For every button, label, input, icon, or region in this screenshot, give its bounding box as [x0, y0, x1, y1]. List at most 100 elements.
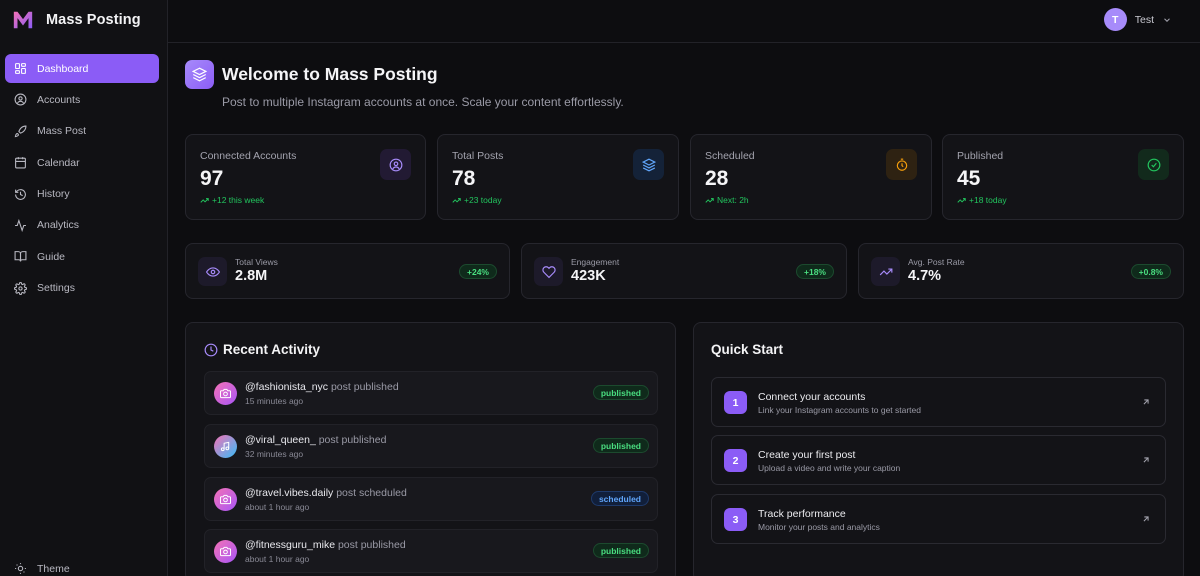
- quick-start-step-create-post[interactable]: 2 Create your first post Upload a video …: [711, 435, 1166, 485]
- sidebar-item-analytics[interactable]: Analytics: [5, 211, 159, 240]
- trending-up-icon: [452, 197, 461, 203]
- step-description: Monitor your posts and analytics: [758, 522, 880, 532]
- stat-card-total-posts: Total Posts 78 +23 today: [437, 134, 679, 220]
- step-title: Connect your accounts: [758, 391, 866, 403]
- metric-change-badge: +0.8%: [1130, 264, 1171, 279]
- recent-activity-panel: Recent Activity @fashionista_nyc post pu…: [185, 322, 676, 576]
- sidebar-nav: Dashboard Accounts Mass Post Calendar Hi…: [5, 54, 159, 305]
- eye-icon: [198, 257, 227, 286]
- theme-toggle[interactable]: Theme: [14, 562, 70, 575]
- quick-start-step-track[interactable]: 3 Track performance Monitor your posts a…: [711, 494, 1166, 544]
- stat-card-connected-accounts: Connected Accounts 97 +12 this week: [185, 134, 426, 220]
- sidebar-item-settings[interactable]: Settings: [5, 274, 159, 303]
- topbar: T Test: [168, 0, 1200, 43]
- stat-value: 97: [200, 167, 224, 190]
- sidebar-item-label: Calendar: [37, 156, 80, 169]
- check-circle-icon: [1138, 149, 1169, 180]
- sun-icon: [15, 563, 26, 574]
- sidebar: Mass Posting Dashboard Accounts Mass Pos…: [0, 0, 168, 576]
- activity-text: @viral_queen_ post published: [245, 434, 387, 446]
- step-description: Link your Instagram accounts to get star…: [758, 405, 922, 415]
- quick-start-panel: Quick Start 1 Connect your accounts Link…: [693, 322, 1184, 576]
- list-item[interactable]: @viral_queen_ post published 32 minutes …: [204, 424, 658, 468]
- page-subtitle: Post to multiple Instagram accounts at o…: [222, 95, 624, 109]
- layers-icon: [633, 149, 664, 180]
- metric-change-badge: +24%: [459, 264, 497, 279]
- sidebar-item-history[interactable]: History: [5, 180, 159, 209]
- activity-time: 15 minutes ago: [245, 396, 304, 406]
- quick-start-step-connect[interactable]: 1 Connect your accounts Link your Instag…: [711, 377, 1166, 427]
- sidebar-item-label: Mass Post: [37, 125, 87, 138]
- sidebar-item-dashboard[interactable]: Dashboard: [5, 54, 159, 83]
- metric-card-total-views: Total Views 2.8M +24%: [185, 243, 510, 299]
- arrow-up-right-icon: [1143, 457, 1149, 463]
- status-badge: scheduled: [590, 491, 649, 506]
- sidebar-item-label: Accounts: [37, 93, 81, 106]
- gear-icon: [14, 281, 27, 295]
- step-title: Track performance: [758, 508, 846, 520]
- dashboard-icon: [15, 63, 26, 74]
- brand[interactable]: Mass Posting: [12, 8, 141, 32]
- metric-value: 2.8M: [235, 268, 268, 284]
- activity-time: 32 minutes ago: [245, 449, 304, 459]
- quick-start-title: Quick Start: [711, 342, 784, 357]
- metric-card-avg-post-rate: Avg. Post Rate 4.7% +0.8%: [858, 243, 1184, 299]
- metric-value: 423K: [571, 268, 606, 284]
- arrow-up-right-icon: [1143, 516, 1149, 522]
- activity-text: @fashionista_nyc post published: [245, 381, 399, 393]
- brand-name: Mass Posting: [46, 12, 141, 28]
- stat-card-scheduled: Scheduled 28 Next: 2h: [690, 134, 932, 220]
- stat-delta: Next: 2h: [705, 195, 749, 205]
- step-number: 1: [724, 391, 747, 414]
- status-badge: published: [592, 543, 649, 558]
- list-item[interactable]: @travel.vibes.daily post scheduled about…: [204, 477, 658, 521]
- stat-value: 78: [452, 167, 476, 190]
- heart-icon: [534, 257, 563, 286]
- metric-label: Total Views: [235, 257, 278, 267]
- sidebar-item-label: Analytics: [37, 219, 80, 232]
- stat-delta: +12 this week: [200, 195, 264, 205]
- activity-time: about 1 hour ago: [245, 554, 310, 564]
- trending-up-icon: [705, 197, 714, 203]
- logo-icon: [13, 11, 33, 29]
- stat-value: 45: [957, 167, 981, 190]
- stat-value: 28: [705, 167, 729, 190]
- step-title: Create your first post: [758, 449, 856, 461]
- step-number: 2: [724, 449, 747, 472]
- activity-icon: [15, 218, 26, 232]
- timer-icon: [886, 149, 917, 180]
- sidebar-item-mass-post[interactable]: Mass Post: [5, 117, 159, 146]
- user-menu[interactable]: T Test: [1103, 8, 1172, 31]
- layers-icon: [185, 60, 214, 89]
- recent-activity-title: Recent Activity: [223, 342, 321, 357]
- list-item[interactable]: @fitnessguru_mike post published about 1…: [204, 529, 658, 573]
- avatar: T: [1103, 8, 1127, 31]
- activity-time: about 1 hour ago: [245, 502, 310, 512]
- page-title: Welcome to Mass Posting: [222, 64, 438, 84]
- list-item[interactable]: @fashionista_nyc post published 15 minut…: [204, 371, 658, 415]
- stat-delta: +23 today: [452, 195, 502, 205]
- sidebar-item-calendar[interactable]: Calendar: [5, 148, 159, 177]
- user-circle-icon: [380, 149, 411, 180]
- stat-label: Published: [957, 150, 1004, 162]
- trending-up-icon: [200, 197, 209, 203]
- user-circle-icon: [14, 93, 27, 106]
- stat-delta: +18 today: [957, 195, 1007, 205]
- sidebar-item-accounts[interactable]: Accounts: [5, 85, 159, 114]
- stat-label: Total Posts: [452, 150, 504, 162]
- chevron-down-icon: [1164, 17, 1170, 22]
- calendar-icon: [15, 157, 26, 169]
- step-number: 3: [724, 508, 747, 531]
- sidebar-item-guide[interactable]: Guide: [5, 242, 159, 271]
- metric-change-badge: +18%: [796, 264, 834, 279]
- sidebar-item-label: Guide: [37, 250, 66, 263]
- camera-icon: [214, 382, 237, 405]
- status-badge: published: [592, 438, 649, 453]
- status-badge: published: [592, 385, 649, 400]
- metric-label: Avg. Post Rate: [908, 257, 965, 267]
- stat-card-published: Published 45 +18 today: [942, 134, 1184, 220]
- clock-icon: [204, 343, 218, 357]
- stat-label: Scheduled: [705, 150, 755, 162]
- rocket-icon: [14, 125, 27, 138]
- history-icon: [15, 188, 26, 200]
